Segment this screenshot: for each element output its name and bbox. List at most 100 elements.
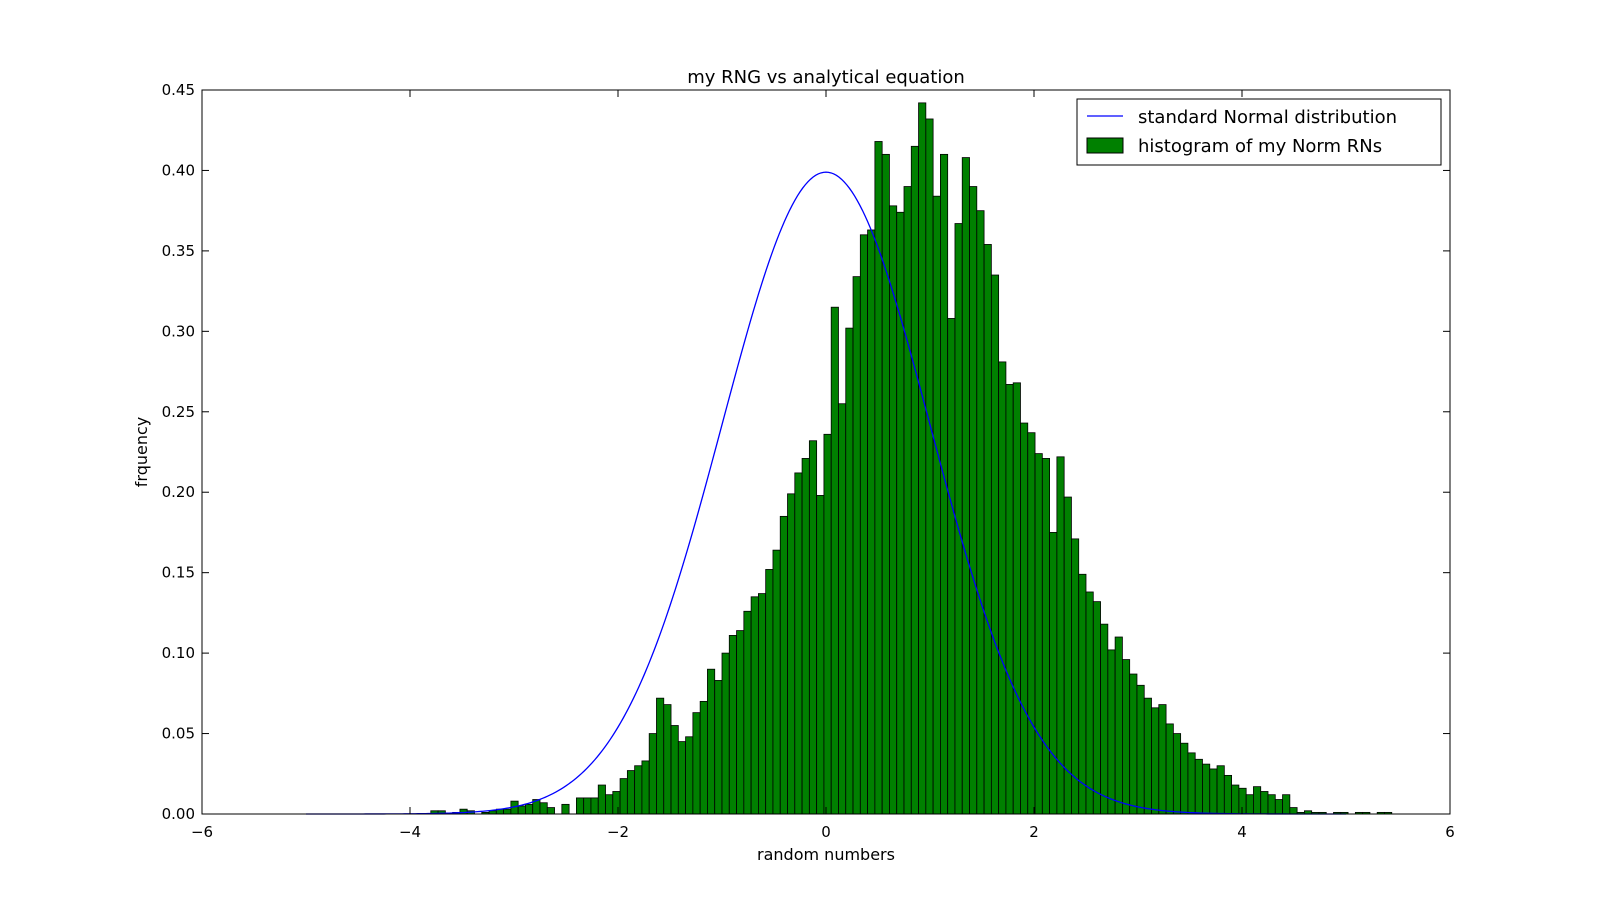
histogram-bar bbox=[1005, 384, 1014, 815]
histogram-bar bbox=[561, 803, 570, 815]
histogram-bar bbox=[1282, 794, 1291, 815]
x-tick-label: −2 bbox=[607, 823, 629, 841]
histogram-bar bbox=[546, 807, 555, 815]
histogram-bar bbox=[539, 802, 548, 815]
histogram-bar bbox=[648, 733, 657, 815]
histogram-bar bbox=[517, 805, 526, 815]
histogram-bar bbox=[772, 549, 781, 815]
y-tick-label: 0.35 bbox=[162, 242, 195, 260]
x-tick-label: −4 bbox=[399, 823, 421, 841]
histogram-bar bbox=[816, 495, 825, 815]
histogram-bar bbox=[692, 712, 701, 815]
histogram-bar bbox=[1027, 432, 1036, 815]
histogram-bar bbox=[990, 274, 1000, 815]
histogram-bar bbox=[670, 725, 679, 815]
histogram-bar bbox=[998, 361, 1007, 815]
histogram-bar bbox=[714, 680, 723, 815]
histogram-bar bbox=[1041, 458, 1050, 815]
histogram-bar bbox=[677, 741, 687, 815]
histogram-bar bbox=[525, 803, 534, 815]
y-tick-label: 0.05 bbox=[162, 725, 195, 743]
y-tick-label: 0.00 bbox=[162, 805, 195, 823]
legend-patch-swatch bbox=[1086, 137, 1124, 154]
histogram-bar bbox=[1165, 723, 1174, 815]
legend-entry-normal: standard Normal distribution bbox=[1138, 107, 1397, 128]
histogram-bar bbox=[656, 697, 665, 815]
y-tick-label: 0.30 bbox=[162, 322, 195, 340]
histogram-bar bbox=[983, 244, 992, 815]
histogram-bar bbox=[1085, 591, 1094, 815]
histogram-bar bbox=[1020, 422, 1029, 815]
histogram-bar bbox=[503, 808, 512, 815]
x-tick-label: −6 bbox=[191, 823, 213, 841]
histogram-bar bbox=[903, 186, 912, 815]
histogram-bar bbox=[779, 515, 788, 815]
histogram-bar bbox=[626, 770, 636, 815]
histogram-bar bbox=[663, 704, 672, 815]
histogram-bar bbox=[699, 700, 708, 815]
x-axis-label: random numbers bbox=[757, 845, 895, 864]
histogram-bar bbox=[1209, 768, 1218, 815]
chart-title: my RNG vs analytical equation bbox=[687, 67, 965, 88]
histogram-bar bbox=[685, 736, 694, 815]
histogram-bar bbox=[1289, 807, 1298, 815]
histogram-bar bbox=[1274, 799, 1283, 815]
y-tick-label: 0.20 bbox=[162, 483, 195, 501]
histogram-bar bbox=[641, 760, 650, 815]
histogram-bar bbox=[794, 472, 803, 815]
axis-ticks bbox=[201, 89, 1451, 815]
histogram-bar bbox=[787, 493, 796, 815]
histogram-bar bbox=[830, 306, 839, 815]
histogram-bar bbox=[1078, 573, 1087, 815]
histogram-bar bbox=[1187, 752, 1196, 815]
histogram-bar bbox=[947, 318, 956, 815]
histogram-bar bbox=[728, 635, 737, 815]
histogram-bar bbox=[1129, 673, 1138, 815]
histogram-bar bbox=[1136, 684, 1145, 815]
legend-entry-histogram: histogram of my Norm RNs bbox=[1138, 136, 1382, 157]
histogram-bar bbox=[823, 433, 832, 815]
histogram-bar bbox=[597, 784, 606, 815]
histogram-bar bbox=[1012, 382, 1021, 815]
histogram-bar bbox=[1202, 763, 1211, 815]
histogram-bar bbox=[859, 234, 869, 815]
histogram-bar bbox=[634, 765, 643, 815]
histogram-bar bbox=[1194, 758, 1203, 815]
histogram-bar bbox=[1260, 791, 1269, 815]
histogram-bar bbox=[896, 211, 905, 815]
histogram-bar bbox=[1100, 623, 1109, 815]
histogram-bars bbox=[430, 102, 1393, 815]
histogram-bar bbox=[612, 791, 621, 815]
y-tick-label: 0.45 bbox=[162, 81, 195, 99]
histogram-bar bbox=[925, 118, 934, 815]
histogram-bar bbox=[1238, 787, 1247, 815]
y-axis-label: frquency bbox=[132, 417, 151, 487]
histogram-bar bbox=[605, 794, 614, 815]
histogram-bar bbox=[1071, 538, 1080, 815]
histogram-bar bbox=[619, 778, 628, 815]
histogram-bar bbox=[808, 440, 818, 815]
y-tick-labels: 0.00 0.05 0.10 0.15 0.20 0.25 0.30 0.35 0.40 0.45 bbox=[162, 81, 195, 823]
histogram-bar bbox=[1216, 765, 1225, 815]
normal-pdf-curve bbox=[306, 171, 1346, 815]
histogram-bar bbox=[1143, 697, 1152, 815]
x-tick-label: 4 bbox=[1237, 823, 1247, 841]
histogram-bar bbox=[845, 327, 854, 815]
histogram-bar bbox=[1092, 601, 1101, 815]
x-tick-label: 6 bbox=[1445, 823, 1455, 841]
x-tick-label: 2 bbox=[1029, 823, 1039, 841]
histogram-bar bbox=[1223, 774, 1232, 815]
histogram-bar bbox=[881, 153, 890, 815]
histogram-bar bbox=[1114, 636, 1123, 815]
histogram-bar bbox=[1172, 733, 1182, 815]
histogram-bar bbox=[576, 797, 585, 815]
histogram-bar bbox=[1122, 659, 1131, 815]
histogram-bar bbox=[1151, 707, 1160, 815]
histogram-bar bbox=[1231, 784, 1240, 815]
histogram-bar bbox=[743, 610, 752, 815]
histogram-bar bbox=[801, 458, 810, 815]
histogram-bar bbox=[758, 593, 767, 815]
histogram-bar bbox=[867, 229, 876, 815]
histogram-bar bbox=[1180, 742, 1189, 815]
